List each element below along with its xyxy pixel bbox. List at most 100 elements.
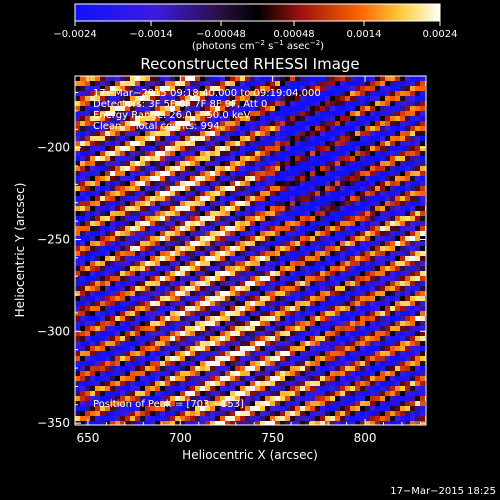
heatmap-cell	[205, 351, 210, 356]
heatmap-cell	[345, 106, 350, 111]
heatmap-cell	[345, 131, 350, 136]
heatmap-cell	[365, 141, 370, 146]
heatmap-cell	[275, 361, 280, 366]
heatmap-cell	[85, 381, 90, 386]
heatmap-cell	[195, 311, 200, 316]
heatmap-cell	[410, 321, 415, 326]
heatmap-cell	[270, 251, 275, 256]
heatmap-cell	[120, 231, 125, 236]
heatmap-cell	[385, 356, 390, 361]
heatmap-cell	[135, 166, 140, 171]
heatmap-cell	[300, 246, 305, 251]
heatmap-cell	[160, 181, 165, 186]
heatmap-cell	[310, 281, 315, 286]
heatmap-cell	[355, 221, 360, 226]
heatmap-cell	[315, 206, 320, 211]
heatmap-cell	[280, 76, 285, 81]
heatmap-cell	[335, 326, 340, 331]
heatmap-cell	[270, 391, 275, 396]
heatmap-cell	[235, 191, 240, 196]
heatmap-cell	[150, 96, 155, 101]
heatmap-cell	[250, 236, 255, 241]
heatmap-cell	[75, 371, 80, 376]
heatmap-cell	[395, 246, 400, 251]
heatmap-cell	[340, 256, 345, 261]
heatmap-cell	[235, 131, 240, 136]
heatmap-cell	[265, 96, 270, 101]
heatmap-cell	[350, 276, 355, 281]
heatmap-cell	[140, 341, 145, 346]
heatmap-cell	[405, 286, 410, 291]
heatmap-cell	[180, 276, 185, 281]
heatmap-cell	[310, 116, 315, 121]
heatmap-cell	[220, 191, 225, 196]
heatmap-cell	[305, 231, 310, 236]
heatmap-cell	[355, 116, 360, 121]
heatmap-cell	[415, 216, 420, 221]
heatmap-cell	[80, 126, 85, 131]
heatmap-cell	[180, 146, 185, 151]
colorbar-tick-label: 0.0014	[346, 29, 381, 40]
heatmap-cell	[370, 231, 375, 236]
heatmap-cell	[230, 126, 235, 131]
heatmap-cell	[415, 246, 420, 251]
heatmap-cell	[420, 161, 425, 166]
heatmap-cell	[75, 376, 80, 381]
heatmap-cell	[240, 291, 245, 296]
heatmap-cell	[365, 371, 370, 376]
heatmap-cell	[210, 266, 215, 271]
heatmap-cell	[405, 221, 410, 226]
heatmap-cell	[90, 86, 95, 91]
heatmap-cell	[275, 146, 280, 151]
heatmap-cell	[80, 166, 85, 171]
heatmap-cell	[215, 266, 220, 271]
heatmap-cell	[405, 121, 410, 126]
heatmap-cell	[185, 166, 190, 171]
heatmap-cell	[345, 226, 350, 231]
heatmap-cell	[200, 406, 205, 411]
heatmap-cell	[290, 371, 295, 376]
heatmap-cell	[345, 271, 350, 276]
heatmap-cell	[320, 121, 325, 126]
heatmap-cell	[400, 416, 405, 421]
heatmap-cell	[225, 161, 230, 166]
heatmap-cell	[335, 76, 340, 81]
heatmap-cell	[250, 401, 255, 406]
heatmap-cell	[270, 326, 275, 331]
heatmap-cell	[320, 271, 325, 276]
heatmap-cell	[80, 356, 85, 361]
heatmap-cell	[160, 381, 165, 386]
heatmap-cell	[345, 261, 350, 266]
heatmap-cell	[115, 76, 120, 81]
heatmap-cell	[270, 126, 275, 131]
heatmap-cell	[310, 271, 315, 276]
heatmap-cell	[335, 266, 340, 271]
heatmap-cell	[325, 371, 330, 376]
heatmap-cell	[170, 361, 175, 366]
heatmap-cell	[225, 216, 230, 221]
heatmap-cell	[265, 171, 270, 176]
heatmap-cell	[295, 341, 300, 346]
heatmap-cell	[80, 276, 85, 281]
heatmap-cell	[375, 391, 380, 396]
heatmap-cell	[135, 141, 140, 146]
heatmap-cell	[95, 211, 100, 216]
heatmap-cell	[85, 266, 90, 271]
heatmap-cell	[195, 86, 200, 91]
heatmap-cell	[370, 341, 375, 346]
heatmap-cell	[115, 111, 120, 116]
heatmap-cell	[315, 131, 320, 136]
heatmap-cell	[90, 161, 95, 166]
heatmap-cell	[365, 291, 370, 296]
heatmap-cell	[120, 141, 125, 146]
heatmap-cell	[200, 171, 205, 176]
heatmap-cell	[350, 416, 355, 421]
heatmap-cell	[105, 181, 110, 186]
heatmap-cell	[345, 411, 350, 416]
heatmap-cell	[230, 251, 235, 256]
heatmap-cell	[135, 156, 140, 161]
heatmap-cell	[205, 106, 210, 111]
heatmap-cell	[110, 101, 115, 106]
heatmap-cell	[310, 326, 315, 331]
heatmap-cell	[420, 356, 425, 361]
